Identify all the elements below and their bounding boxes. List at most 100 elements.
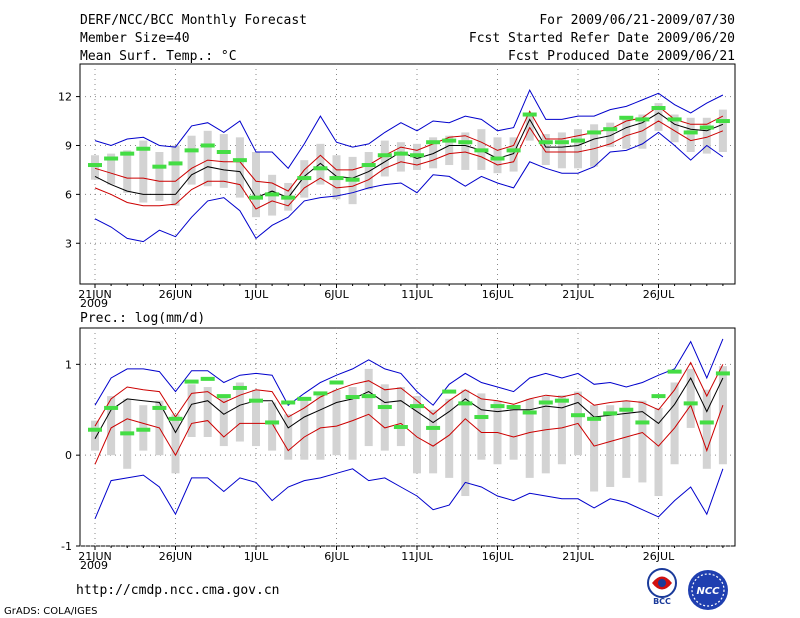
ncc-logo-text: NCC (696, 586, 720, 597)
x-tick-label: 16JUL (482, 550, 514, 563)
spread-box (316, 391, 325, 460)
x-tick-label: 26JUL (643, 550, 675, 563)
header-member-size: Member Size=40 (80, 31, 190, 46)
spread-box (541, 396, 550, 474)
footer-url[interactable]: http://cmdp.ncc.cma.gov.cn (76, 583, 280, 598)
x-tick-label: 1JUL (244, 550, 269, 563)
forecast-marker (651, 394, 666, 399)
spread-box (252, 389, 260, 447)
spread-box (268, 402, 277, 451)
spread-box (461, 389, 470, 497)
spread-box (622, 117, 631, 149)
y-tick-label: 9 (65, 139, 72, 152)
x-tick-label: 21JUN (78, 550, 112, 563)
x-tick-label: 11JUL (401, 288, 433, 301)
spread-box (445, 398, 454, 478)
forecast-marker (426, 140, 441, 145)
x-tick-label: 26JUN (159, 550, 193, 563)
spread-box (364, 152, 373, 190)
y-tick-label: 3 (65, 237, 72, 250)
spread-box (654, 103, 663, 131)
forecast-marker (554, 398, 569, 403)
spread-box (107, 396, 116, 456)
forecast-marker (216, 150, 231, 154)
spread-box (445, 135, 454, 166)
forecast-marker (410, 153, 424, 158)
spread-box (686, 117, 695, 152)
forecast-marker (265, 192, 280, 197)
forecast-marker (571, 138, 585, 143)
spread-box (525, 398, 534, 478)
forecast-marker (184, 148, 199, 153)
spread-box (316, 143, 325, 185)
spread-box (396, 387, 405, 447)
spread-box (493, 137, 502, 174)
forecast-marker (683, 130, 698, 135)
forecast-marker (587, 416, 602, 421)
precipitation-panel: -1 0 1 21JUN 26JUN 1JUL 6JUL 11JUL 16JUL 21JUL 26… (61, 327, 736, 572)
forecast-marker (522, 410, 537, 415)
footer-credit: GrADS: COLA/IGES (4, 606, 98, 617)
forecast-marker (200, 376, 215, 381)
ncc-logo: NCC (688, 570, 728, 610)
forecast-marker (136, 146, 151, 151)
spread-box (702, 389, 711, 469)
forecast-marker (619, 115, 634, 120)
forecast-marker (603, 127, 618, 132)
forecast-marker (168, 416, 183, 421)
spread-box (477, 393, 486, 460)
forecast-marker (313, 166, 328, 171)
bcc-logo-core (658, 579, 666, 587)
x-tick-label: 6JUL (324, 288, 349, 301)
forecast-marker (393, 425, 408, 430)
header-start-date: Fcst Started Refer Date 2009/06/20 (469, 31, 735, 46)
forecast-marker (152, 164, 167, 169)
forecast-marker (442, 138, 457, 143)
upper-spread-line (94, 105, 724, 192)
forecast-marker (474, 148, 489, 153)
spread-box (139, 140, 148, 203)
forecast-marker (249, 195, 263, 200)
spread-box (203, 387, 212, 437)
precip-x-ticks: 21JUN 26JUN 1JUL 6JUL 11JUL 16JUL 21JUL 26JUL (78, 546, 724, 563)
x-tick-label: 21JUL (562, 550, 594, 563)
forecast-marker (345, 177, 360, 182)
forecast-marker (281, 400, 296, 405)
forecast-marker (297, 176, 312, 181)
forecast-marker (313, 391, 328, 396)
spread-box (203, 130, 212, 187)
precip-frame (79, 327, 736, 547)
forecast-marker (635, 117, 650, 122)
spread-box (702, 117, 711, 154)
forecast-marker (216, 394, 231, 399)
forecast-marker (265, 420, 280, 425)
precip-markers (88, 369, 730, 436)
x-tick-label: 6JUL (324, 550, 349, 563)
ensemble-mean-line (94, 376, 724, 440)
forecast-marker (538, 140, 553, 145)
bcc-logo-text: BCC (653, 597, 671, 606)
forecast-marker (88, 427, 102, 432)
forecast-marker (393, 151, 408, 156)
precip-y-ticks: -1 0 1 (61, 358, 80, 553)
upper-spread-line (94, 361, 724, 427)
y-tick-label: 6 (65, 188, 72, 201)
forecast-marker (699, 420, 714, 425)
forecast-marker (377, 153, 392, 158)
lower-spread-line (94, 404, 724, 465)
forecast-marker (426, 425, 441, 430)
spread-box (332, 389, 341, 456)
header-title: DERF/NCC/BCC Monthly Forecast (80, 13, 307, 28)
temperature-x-year: 2009 (80, 297, 108, 310)
forecast-marker (297, 396, 312, 401)
forecast-marker (136, 427, 151, 432)
spread-box (541, 134, 550, 166)
spread-box (670, 382, 679, 465)
forecast-marker (168, 161, 183, 166)
temperature-y-ticks: 3 6 9 12 (58, 91, 80, 250)
min-line (94, 468, 724, 519)
spread-box (638, 400, 647, 483)
x-tick-label: 26JUN (159, 288, 193, 301)
